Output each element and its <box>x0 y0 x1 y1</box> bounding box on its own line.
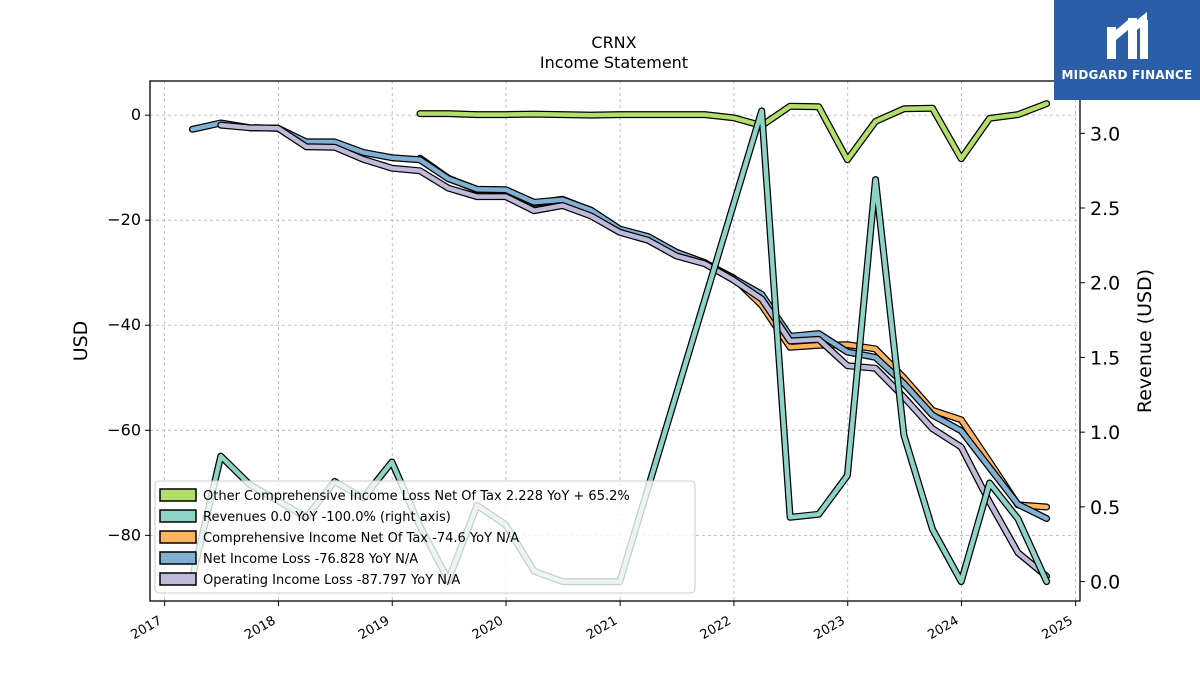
chart-title: CRNX <box>591 33 636 52</box>
chart-subtitle: Income Statement <box>540 53 688 72</box>
series-line-other-comprehensive-income <box>417 101 1049 163</box>
brand-logo: MIDGARD FINANCE <box>1054 0 1200 100</box>
x-tick-label: 2018 <box>242 613 278 643</box>
y-right-tick-label: 0.0 <box>1090 572 1120 594</box>
legend-swatch <box>159 551 197 565</box>
y-right-tick-label: 0.5 <box>1090 497 1120 519</box>
legend-swatch <box>159 572 197 586</box>
x-tick-label: 2023 <box>812 613 848 643</box>
x-tick-label: 2022 <box>698 613 734 643</box>
legend-label: Operating Income Loss -87.797 YoY N/A <box>203 573 460 588</box>
logo-text: MIDGARD FINANCE <box>1061 68 1193 82</box>
legend-box <box>154 480 696 594</box>
legend-label: Net Income Loss -76.828 YoY N/A <box>203 552 418 567</box>
series-outline-other-comprehensive-income <box>416 100 1051 164</box>
y-right-tick-label: 3.0 <box>1090 123 1120 145</box>
x-tick-label: 2020 <box>470 613 506 643</box>
x-tick-label: 2017 <box>128 613 164 643</box>
y-tick-label: −20 <box>107 210 141 229</box>
y-right-tick-label: 1.5 <box>1090 347 1120 369</box>
y-axis-label: USD <box>70 321 92 362</box>
y-tick-label: −80 <box>107 525 141 544</box>
legend-swatch <box>159 509 197 523</box>
logo-mark-icon <box>1107 12 1148 59</box>
x-tick-label: 2021 <box>584 613 620 643</box>
series-line-operating-income-loss <box>218 122 1049 579</box>
legend-label: Other Comprehensive Income Loss Net Of T… <box>203 489 630 504</box>
legend-label: Revenues 0.0 YoY -100.0% (right axis) <box>203 510 451 525</box>
series-line-net-income-loss <box>190 120 1049 521</box>
plot-frame <box>149 80 1081 602</box>
y-tick-label: 0 <box>131 105 141 124</box>
legend-label: Comprehensive Income Net Of Tax -74.6 Yo… <box>203 531 519 546</box>
y-tick-label: −60 <box>107 420 141 439</box>
y-right-tick-label: 1.0 <box>1090 422 1120 444</box>
y-right-tick-label: 2.5 <box>1090 198 1120 220</box>
x-tick-label: 2025 <box>1039 613 1075 643</box>
x-tick-label: 2019 <box>356 613 392 643</box>
legend-swatch <box>159 488 197 502</box>
legend-swatch <box>159 530 197 544</box>
legend: Other Comprehensive Income Loss Net Of T… <box>154 480 696 594</box>
y-right-axis-label: Revenue (USD) <box>1134 269 1156 413</box>
series-outline-net-income-loss <box>188 119 1051 522</box>
x-tick-label: 2024 <box>925 613 961 643</box>
y-right-tick-label: 2.0 <box>1090 273 1120 295</box>
y-tick-label: −40 <box>107 315 141 334</box>
